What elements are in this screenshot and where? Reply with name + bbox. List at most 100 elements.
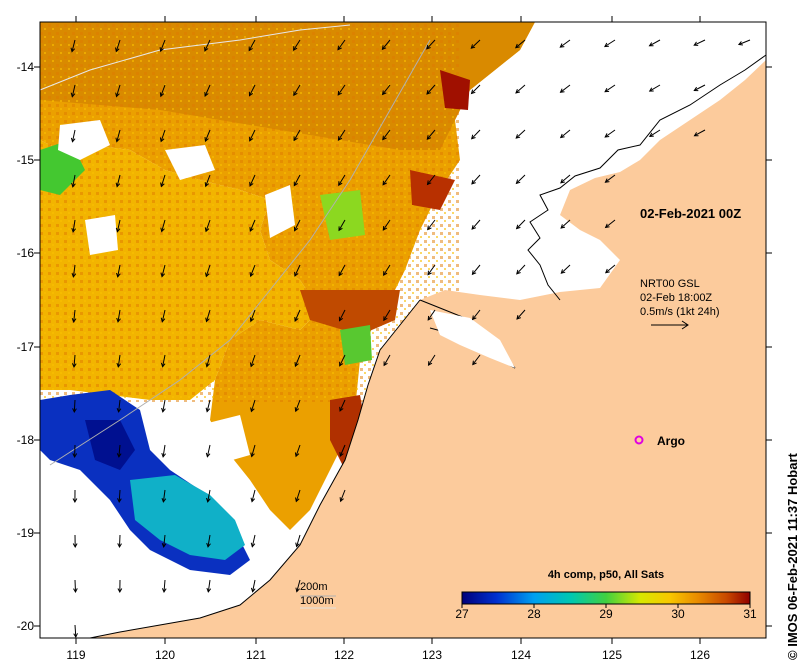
wind-vector-head [337,90,343,96]
wind-vector-head [560,224,566,229]
wind-vector [72,129,76,142]
wind-vector [161,309,166,322]
wind-vector [649,39,661,47]
wind-vector [605,219,616,228]
wind-vector [73,354,76,368]
wind-vector [117,264,121,277]
axis-ticks [34,16,772,644]
wind-vector-head [470,134,476,140]
wind-vector-head [205,407,211,413]
wind-vector [206,309,211,322]
wind-vector [250,354,256,367]
wind-vector [116,174,121,187]
wind-vector [604,84,616,93]
wind-vector [427,219,436,230]
wind-vector [427,309,436,321]
wind-vector [71,84,76,97]
wind-vector-head [294,271,299,277]
wind-vector [251,444,256,457]
wind-vector-head [427,361,433,366]
wind-vector-head [204,46,209,52]
y-axis-label: -16 [16,246,34,260]
wind-vector [117,309,121,322]
wind-vector [206,399,211,412]
wind-vector [118,399,121,412]
y-axis-label: -20 [16,619,34,633]
wind-vector [249,84,256,96]
wind-vector-head [427,225,432,231]
wind-vector-head [515,179,521,185]
wind-vector-head [693,41,699,46]
wind-legend: NRT00 GSL 02-Feb 18:00Z 0.5m/s (1kt 24h) [640,277,719,319]
wind-vector-head [604,178,610,183]
wind-vector-head [381,45,387,51]
wind-vector-head [560,269,566,274]
wind-vector-head [206,587,212,593]
wind-vector [206,354,211,367]
wind-vector-head [70,47,76,53]
wind-vector-head [115,47,120,53]
wind-vector [605,264,616,274]
wind-vector-head [249,272,254,278]
sst-green-patch-mid [320,190,365,240]
wind-vector [160,174,166,187]
wind-vector-head [117,543,122,549]
wind-vector [337,84,346,96]
wind-vector-head [293,181,298,187]
wind-vector-head [293,136,298,142]
wind-vector-head [73,588,78,594]
wind-vector [295,399,301,412]
wind-vector-head [293,46,298,51]
wind-vector [72,174,76,187]
wind-vector-head [294,226,299,232]
wind-vector [515,129,526,139]
wind-vector-head [604,42,609,48]
wind-vector-head [338,316,344,322]
wind-vector-head [160,182,165,188]
colorbar-tick-label: 30 [671,607,685,621]
wind-vector-head [159,137,165,143]
wind-vector-head [250,497,256,503]
x-axis-label: 126 [689,648,711,662]
wind-vector-head [339,361,344,367]
wind-vector-head [249,362,255,368]
wind-vector-head [338,226,343,232]
wind-vector-head [515,224,521,230]
wind-vector-head [648,132,654,137]
wind-vector-head [294,316,299,322]
wind-vector [250,309,256,322]
wind-vector [472,264,481,275]
wind-vector [337,129,346,141]
wind-vector-head [426,89,431,95]
wind-vector-head [204,137,209,143]
wind-vector [338,264,346,276]
wind-vector-head [250,452,255,458]
wind-vector [162,444,166,457]
wind-vector [116,84,121,97]
wind-vector-head [249,227,254,232]
wind-vector [649,84,661,92]
wind-vector [339,309,346,321]
wind-vector-head [426,135,432,141]
wind-vector-head [294,407,300,413]
wind-vector [694,84,706,91]
wind-vector-head [71,318,77,323]
wind-vector-head [72,408,77,414]
wind-vector-head [515,134,521,139]
wind-vector-head [337,45,342,51]
wind-vector [162,399,166,412]
wind-vector-head [339,452,344,457]
wind-vector-head [559,88,565,93]
wind-vector-head [295,497,300,503]
wind-vector [382,174,391,186]
wind-vector-head [115,182,121,188]
wind-vector [337,39,346,50]
wind-vector-head [516,269,521,275]
wind-vector [116,219,121,232]
wind-vector-head [250,407,255,413]
wind-vector-head [248,91,254,97]
wind-vector [471,84,481,94]
argo-marker [634,435,644,445]
wind-vector-head [116,317,121,323]
wind-vector-head [204,182,210,188]
